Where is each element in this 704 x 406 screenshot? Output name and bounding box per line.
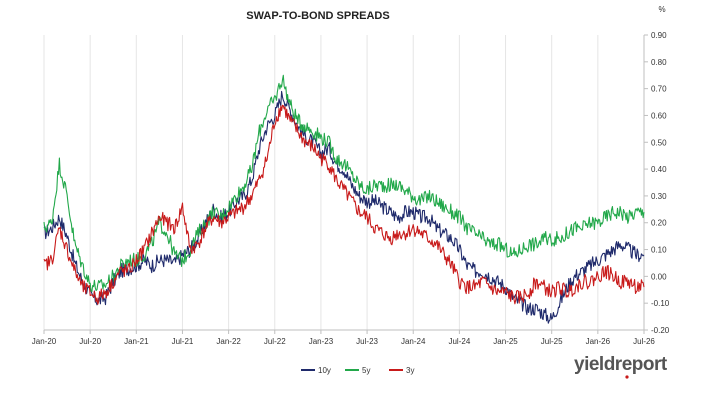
series-line-3y [43, 104, 645, 305]
y-tick-label: 0.00 [651, 272, 667, 281]
series-lines [43, 74, 645, 324]
legend-label-5y: 5y [362, 366, 370, 375]
x-tick-label: Jul-20 [79, 337, 101, 346]
legend: 10y 5y 3y [301, 366, 414, 375]
x-tick-label: Jul-22 [264, 337, 286, 346]
legend-label-3y: 3y [406, 366, 414, 375]
x-tick-label: Jan-25 [493, 337, 518, 346]
series-line-5y [43, 74, 645, 293]
x-tick-label: Jan-24 [401, 337, 426, 346]
y-tick-label: 0.70 [651, 85, 667, 94]
y-tick-label: 0.30 [651, 192, 667, 201]
y-tick-label: 0.40 [651, 165, 667, 174]
x-tick-label: Jul-21 [172, 337, 194, 346]
x-tick-label: Jul-23 [356, 337, 378, 346]
x-tick-label: Jan-20 [32, 337, 57, 346]
y-tick-label: 0.90 [651, 31, 667, 40]
y-tick-label: 0.60 [651, 111, 667, 120]
y-tick-label: 0.80 [651, 58, 667, 67]
y-tick-label: 0.20 [651, 219, 667, 228]
svg-text:yieldreport: yieldreport [574, 354, 668, 375]
chart-title: SWAP-TO-BOND SPREADS [246, 10, 389, 22]
x-tick-label: Jan-21 [124, 337, 149, 346]
x-tick-label: Jan-22 [216, 337, 241, 346]
y-axis-ticks: 0.90 0.80 0.70 0.60 0.50 0.40 0.30 0.20 0.10 0.00… [644, 31, 670, 335]
y-tick-label: -0.20 [651, 326, 670, 335]
x-tick-label: Jan-23 [309, 337, 334, 346]
series-line-10y [43, 90, 645, 324]
legend-label-10y: 10y [318, 366, 331, 375]
y-tick-label: 0.10 [651, 246, 667, 255]
x-tick-label: Jul-26 [633, 337, 655, 346]
y-tick-label: 0.50 [651, 138, 667, 147]
y-tick-label: -0.10 [651, 299, 670, 308]
x-tick-label: Jul-24 [448, 337, 470, 346]
x-tick-label: Jan-26 [586, 337, 611, 346]
grid [43, 35, 645, 330]
x-tick-label: Jul-25 [541, 337, 563, 346]
axes [44, 35, 645, 331]
y-unit-label: % [658, 5, 665, 14]
yieldreport-logo: yieldreport [574, 354, 668, 379]
x-axis-ticks: Jan-20 Jul-20 Jan-21 Jul-21 Jan-22 Jul-22 Jan-… [32, 330, 655, 346]
